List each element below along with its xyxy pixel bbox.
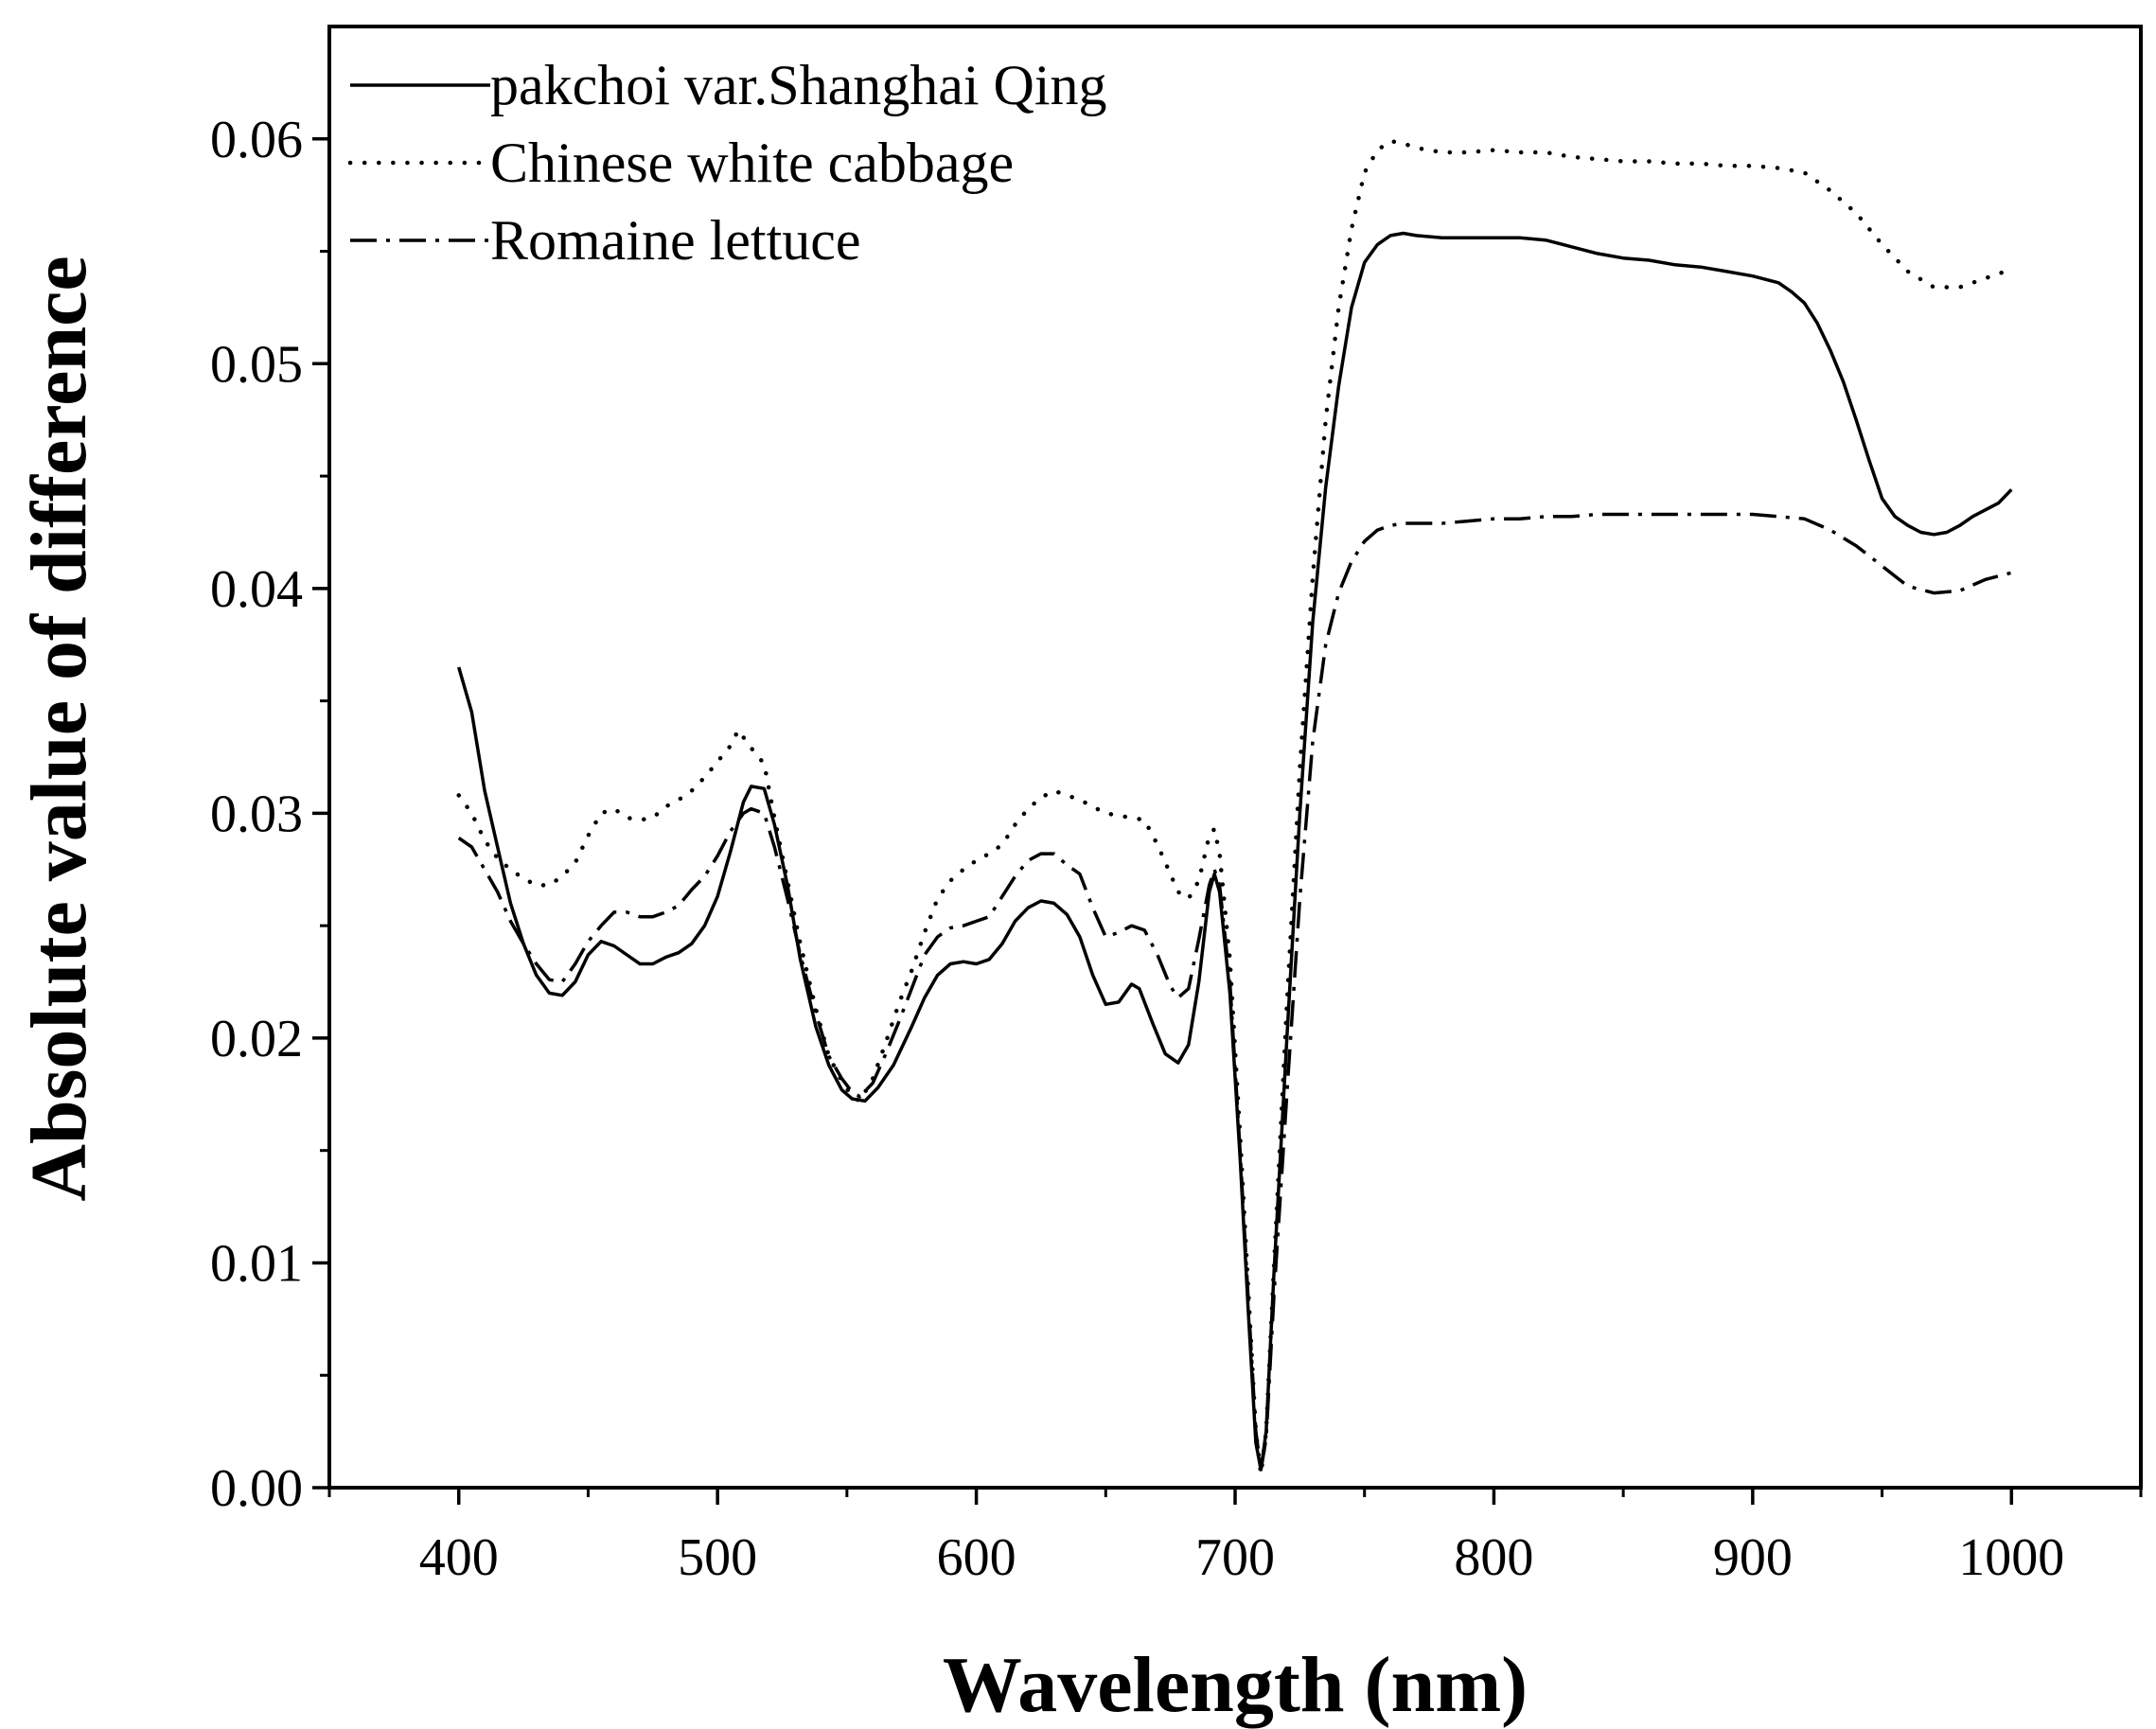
y-axis-title: Absolute value of difference [15, 256, 103, 1201]
series-line-1 [456, 138, 2014, 1476]
y-tick-label: 0.00 [210, 1459, 303, 1518]
legend-label-romaine-lettuce: Romaine lettuce [490, 209, 861, 272]
y-tick-label: 0.04 [210, 560, 303, 619]
x-tick-label: 700 [1195, 1528, 1275, 1587]
series-line-0 [457, 231, 2013, 1472]
series-line-2 [457, 512, 2012, 1472]
legend-label-pakchoi: pakchoi var.Shanghai Qing [490, 54, 1107, 116]
x-tick-label: 800 [1454, 1528, 1533, 1587]
y-tick-label: 0.01 [210, 1234, 303, 1293]
x-tick-label: 600 [937, 1528, 1016, 1587]
x-axis: 400 500 600 700 800 900 1000 [327, 1488, 2143, 1587]
legend: pakchoi var.Shanghai Qing Chinese white … [347, 54, 1107, 272]
y-tick-label: 0.05 [210, 335, 303, 394]
y-tick-label: 0.02 [210, 1010, 303, 1068]
x-axis-title: Wavelength (nm) [943, 1641, 1528, 1729]
legend-label-chinese-white-cabbage: Chinese white cabbage [490, 132, 1014, 194]
x-tick-label: 900 [1713, 1528, 1793, 1587]
y-tick-label: 0.06 [210, 111, 303, 169]
y-axis: 0.00 0.01 0.02 0.03 0.04 0.05 0.06 [210, 111, 329, 1518]
x-tick-label: 400 [419, 1528, 499, 1587]
x-tick-label: 1000 [1958, 1528, 2064, 1587]
series-layer [456, 138, 2014, 1476]
x-tick-label: 500 [678, 1528, 757, 1587]
y-tick-label: 0.03 [210, 785, 303, 843]
